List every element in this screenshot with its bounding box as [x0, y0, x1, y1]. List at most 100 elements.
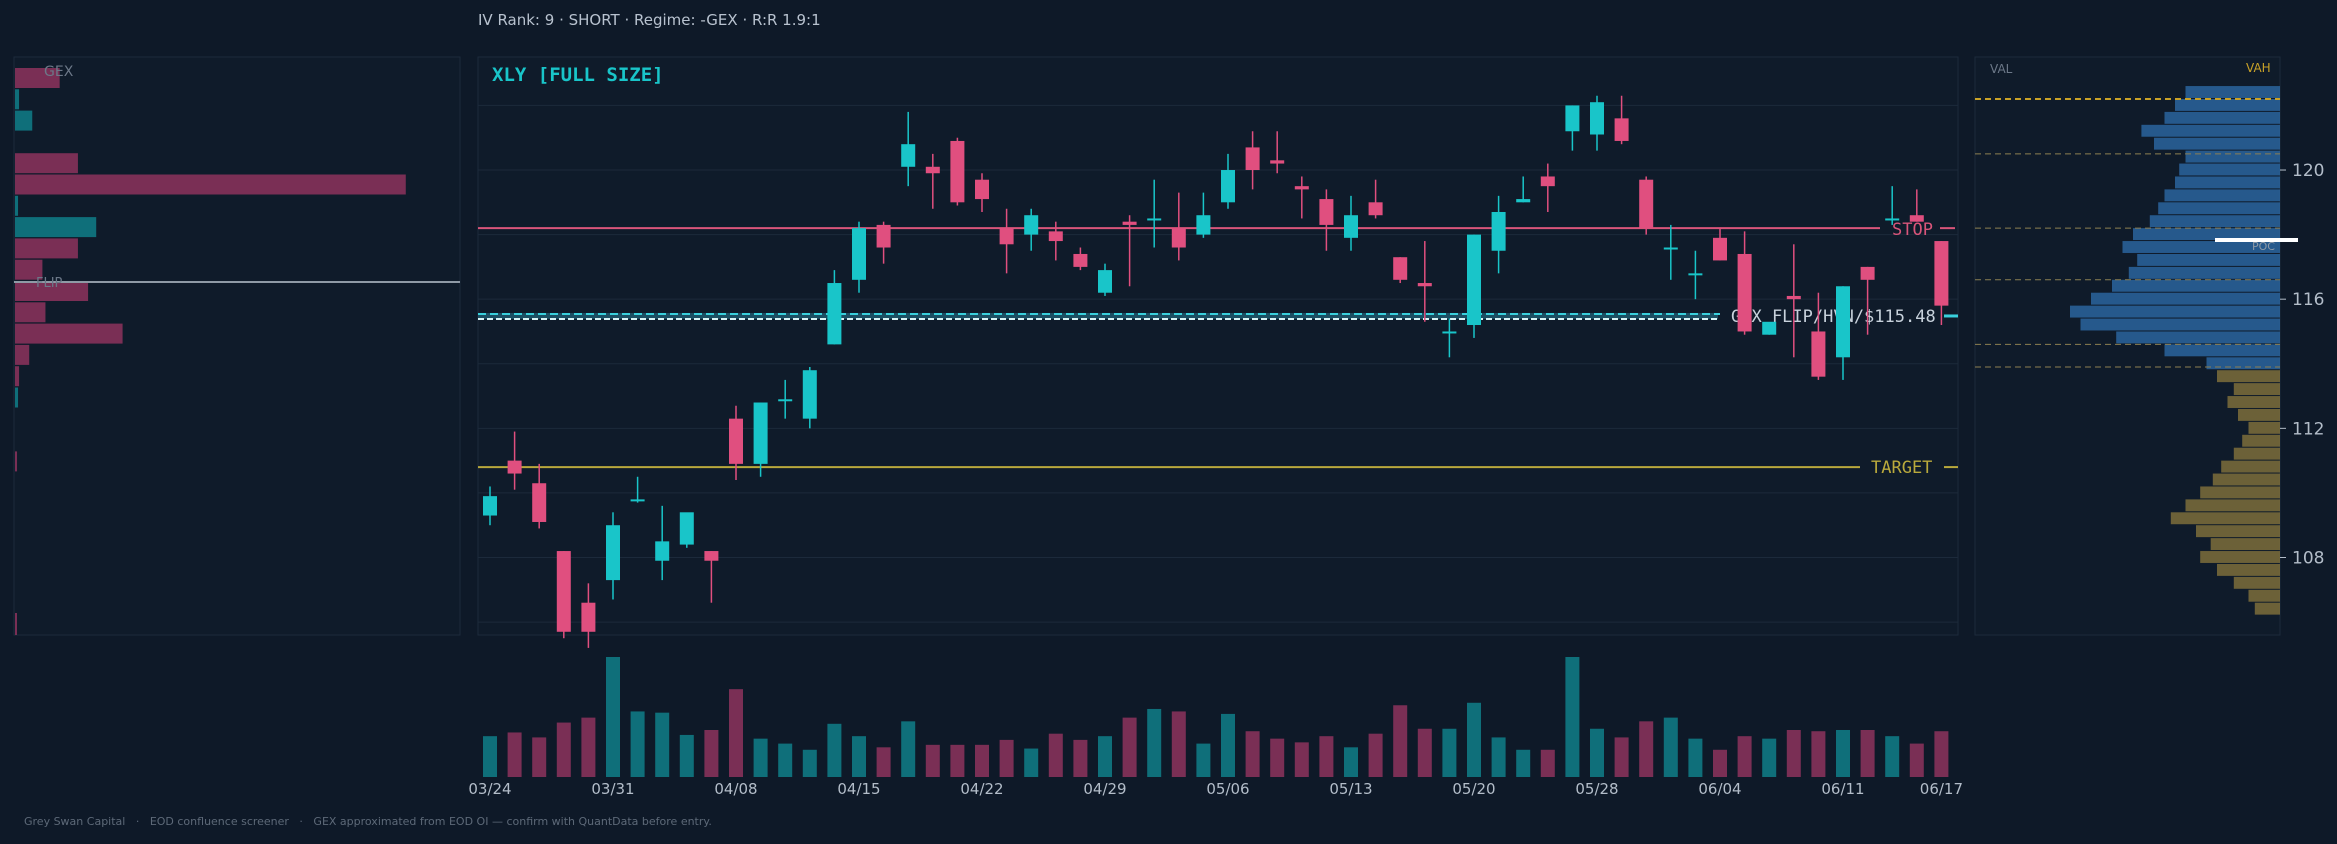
volume-bar — [802, 749, 817, 777]
volume-profile-bar — [2212, 473, 2280, 486]
y-tick-label: 112 — [2292, 419, 2324, 439]
volume-bar — [1491, 737, 1506, 777]
volume-bar — [1540, 749, 1555, 777]
candle-body — [802, 370, 817, 419]
gex-bar — [15, 68, 60, 88]
candle-body — [1909, 215, 1924, 222]
x-tick-label: 06/17 — [1920, 780, 1963, 798]
candle-body — [630, 499, 645, 502]
candle-body — [1565, 105, 1580, 132]
volume-profile-bar — [2185, 86, 2280, 98]
chart-title: XLY [FULL SIZE] — [492, 64, 664, 86]
volume-bar — [1098, 736, 1112, 777]
vah-label: VAH — [2246, 61, 2271, 75]
x-tick-label: 05/28 — [1575, 780, 1618, 798]
candle-body — [1319, 199, 1334, 225]
volume-profile-bar — [2070, 305, 2280, 318]
volume-bar — [679, 734, 694, 777]
candle-body — [1737, 253, 1752, 332]
x-tick-label: 05/13 — [1329, 780, 1372, 798]
gex-bar — [15, 217, 97, 238]
volume-bar — [1344, 747, 1358, 777]
candle-body — [1368, 202, 1383, 216]
volume-bar — [507, 732, 522, 777]
gex-bar — [15, 259, 43, 280]
volume-bar — [1270, 738, 1285, 777]
volume-bar — [1737, 736, 1752, 777]
volume-profile-bar — [2080, 318, 2280, 331]
volume-bar — [630, 711, 645, 777]
volume-bar — [852, 736, 866, 777]
volume-profile-bar — [2128, 266, 2280, 279]
volume-bar — [1934, 731, 1949, 777]
candle-body — [1713, 237, 1727, 261]
footer-note: Grey Swan Capital · EOD confluence scree… — [24, 815, 712, 828]
volume-profile-bar — [2122, 241, 2280, 253]
volume-profile-bar — [2185, 150, 2280, 163]
val-label: VAL — [1990, 62, 2013, 76]
volume-bar — [1614, 737, 1629, 777]
volume-profile-bar — [2238, 408, 2280, 421]
volume-profile-bar — [2154, 137, 2280, 150]
volume-bar — [704, 729, 719, 777]
gex-bar — [15, 174, 406, 195]
volume-bar — [1196, 743, 1211, 777]
gex-flip-band — [478, 312, 1718, 319]
volume-profile-bar — [2233, 447, 2280, 460]
candle-body — [852, 228, 866, 280]
candle-body — [1934, 241, 1949, 306]
x-tick-label: 04/15 — [837, 780, 880, 798]
candle-body — [778, 399, 793, 402]
volume-profile-bar — [2200, 486, 2280, 499]
volume-bar — [1565, 657, 1580, 777]
volume-profile-bar — [2233, 383, 2280, 396]
volume-bar — [655, 712, 670, 777]
volume-profile-bar — [2175, 176, 2280, 189]
candle-body — [1048, 231, 1063, 242]
gex-bar — [15, 613, 17, 635]
x-tick-label: 05/20 — [1452, 780, 1495, 798]
candle-body — [1270, 160, 1285, 164]
volume-bar — [1073, 739, 1088, 777]
candle-body — [1614, 118, 1629, 141]
price-panel — [477, 56, 1959, 636]
candle-body — [729, 418, 743, 464]
volume-bar — [1048, 733, 1063, 777]
header-stats: IV Rank: 9 · SHORT · Regime: -GEX · R:R … — [478, 11, 821, 29]
volume-bar — [1147, 708, 1162, 777]
volume-bar — [1294, 742, 1309, 777]
candle-body — [606, 525, 620, 581]
candle-body — [1491, 211, 1506, 251]
flip-label: FLIP — [36, 276, 63, 291]
volume-profile-bar — [2158, 202, 2280, 215]
volume-profile-bar — [2248, 421, 2280, 434]
volume-bar — [729, 689, 743, 777]
volume-bar — [606, 657, 620, 777]
volume-profile-bar — [2164, 111, 2280, 124]
volume-profile-bar — [2112, 279, 2280, 292]
volume-bar — [827, 723, 842, 777]
target-label: TARGET — [1871, 458, 1932, 478]
volume-bar — [1171, 711, 1186, 777]
gex-bar — [15, 366, 20, 387]
candle-body — [1467, 234, 1481, 326]
volume-bar — [1811, 731, 1826, 777]
volume-profile-bar — [2137, 253, 2280, 266]
candle-body — [1836, 286, 1850, 358]
volume-profile-bar — [2254, 602, 2280, 615]
candle-body — [1663, 247, 1678, 250]
candle-body — [1885, 218, 1900, 221]
gex-bar — [15, 110, 33, 131]
volume-bar — [1442, 728, 1457, 777]
volume-bar — [778, 743, 793, 777]
volume-profile-bar — [2185, 499, 2280, 512]
volume-profile-bar — [2248, 589, 2280, 602]
volume-profile-bar — [2164, 189, 2280, 202]
volume-profile-bar — [2170, 512, 2280, 525]
volume-bar — [753, 738, 768, 777]
x-tick-label: 06/04 — [1698, 780, 1741, 798]
candle-body — [704, 551, 719, 561]
candle-body — [1171, 228, 1186, 248]
volume-bar — [876, 747, 891, 777]
volume-bar — [1319, 736, 1334, 777]
